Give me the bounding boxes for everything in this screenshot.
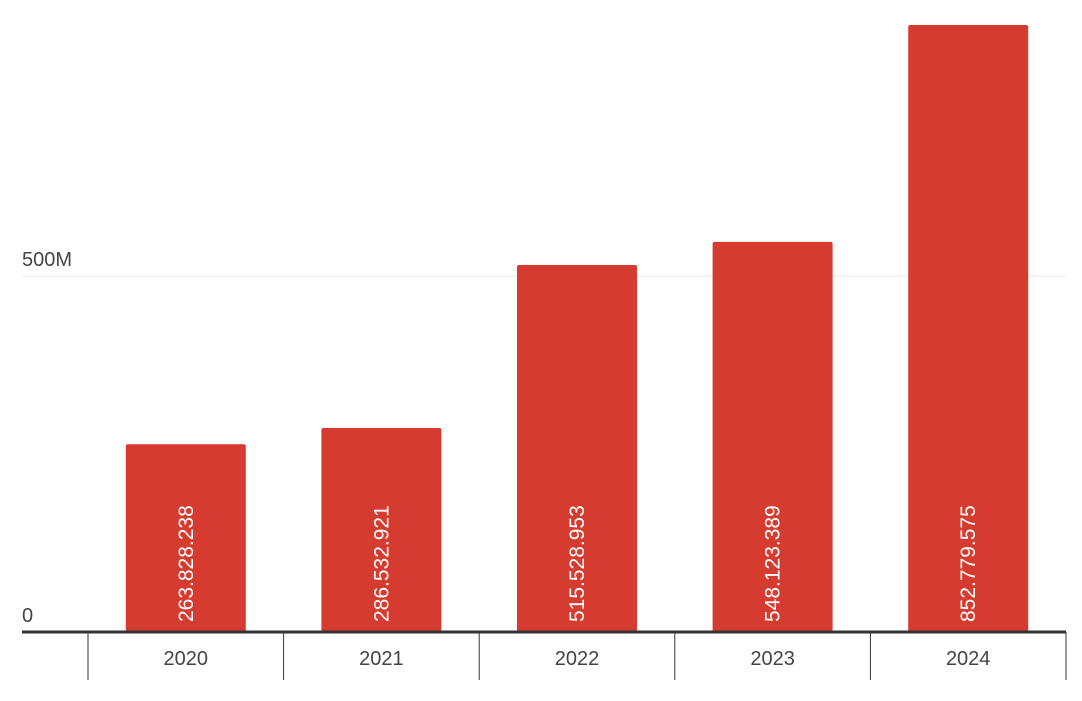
- bars: 263.828.238 286.532.921 515.528.953 548.123…: [125, 25, 1029, 632]
- data-label: 286.532.921: [370, 505, 393, 622]
- y-tick-label: 500M: [22, 249, 72, 271]
- bar-2021: [321, 428, 442, 632]
- y-tick-label: 0: [22, 605, 33, 627]
- x-tick-label: 2024: [946, 648, 991, 670]
- x-tick-label: 2021: [359, 648, 404, 670]
- data-label: 515.528.953: [566, 505, 589, 622]
- data-label: 548.123.389: [762, 505, 785, 622]
- data-label: 852.779.575: [957, 505, 980, 622]
- x-tick-label: 2020: [164, 648, 209, 670]
- y-axis-ticks: 0 500M: [22, 249, 72, 627]
- bar-2024: [908, 25, 1029, 632]
- bar-2020: [125, 444, 246, 632]
- bar-2023: [712, 241, 833, 632]
- x-tick-label: 2023: [750, 648, 795, 670]
- data-label: 263.828.238: [175, 505, 198, 622]
- x-tick-label: 2022: [555, 648, 600, 670]
- x-axis: 2020 2021 2022 2023 2024: [22, 630, 1067, 680]
- bar-2022: [517, 265, 637, 632]
